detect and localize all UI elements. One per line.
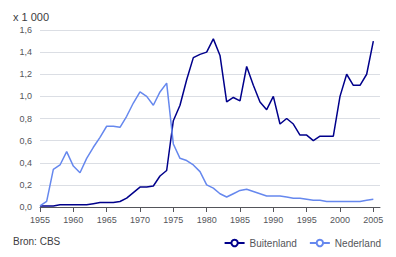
svg-text:0,0: 0,0 — [19, 202, 32, 212]
svg-text:1995: 1995 — [297, 215, 317, 225]
svg-text:1,2: 1,2 — [19, 69, 32, 79]
svg-text:0,2: 0,2 — [19, 180, 32, 190]
svg-text:1960: 1960 — [63, 215, 83, 225]
svg-text:0,4: 0,4 — [19, 158, 32, 168]
svg-text:1990: 1990 — [263, 215, 283, 225]
svg-text:1955: 1955 — [30, 215, 50, 225]
svg-text:2005: 2005 — [363, 215, 383, 225]
svg-text:1985: 1985 — [230, 215, 250, 225]
svg-text:1970: 1970 — [130, 215, 150, 225]
svg-text:Nederland: Nederland — [335, 238, 381, 249]
svg-text:2000: 2000 — [330, 215, 350, 225]
svg-text:1980: 1980 — [197, 215, 217, 225]
svg-text:Bron: CBS: Bron: CBS — [13, 236, 61, 247]
svg-text:0,8: 0,8 — [19, 114, 32, 124]
svg-text:x 1 000: x 1 000 — [13, 11, 49, 23]
svg-text:1975: 1975 — [163, 215, 183, 225]
svg-text:1,0: 1,0 — [19, 91, 32, 101]
svg-text:1965: 1965 — [97, 215, 117, 225]
svg-text:1,4: 1,4 — [19, 47, 32, 57]
svg-text:1,6: 1,6 — [19, 25, 32, 35]
svg-text:Buitenland: Buitenland — [250, 238, 297, 249]
svg-text:0,6: 0,6 — [19, 136, 32, 146]
